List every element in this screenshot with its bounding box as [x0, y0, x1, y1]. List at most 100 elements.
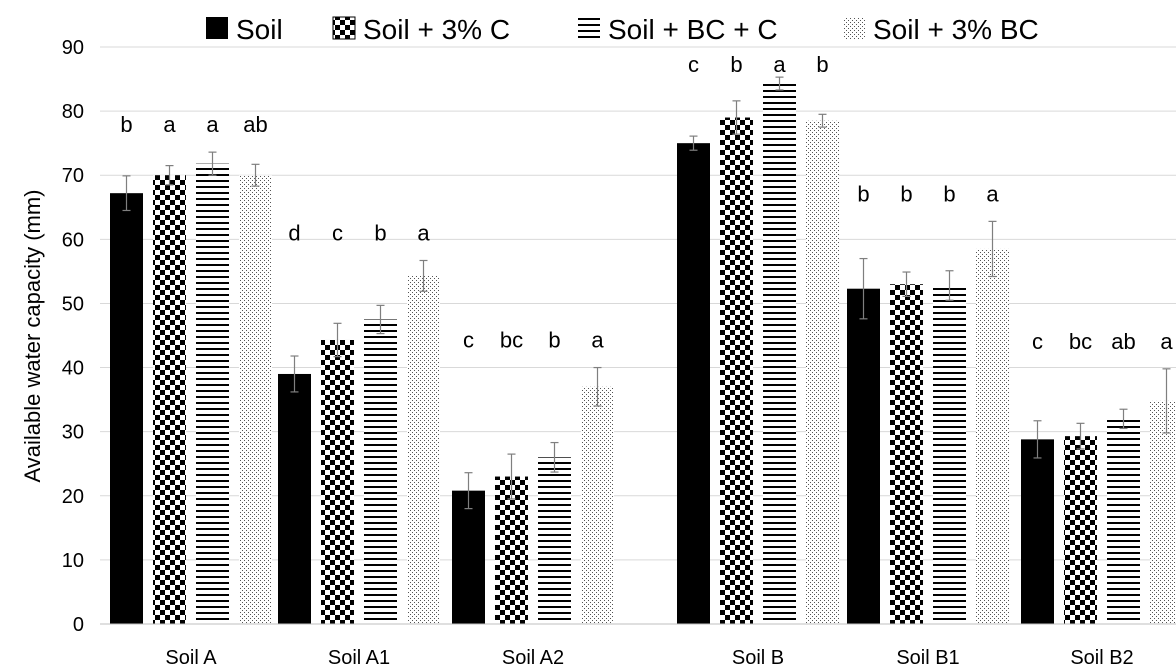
legend-item-soil: Soil	[206, 14, 283, 45]
x-axis-categories: Soil A Soil A1 Soil A2 Soil B Soil B1 Soil B2	[165, 647, 1133, 668]
error-bar	[251, 163, 260, 187]
bar-soil-b-series-2	[763, 83, 796, 624]
y-tick-label: 60	[62, 229, 84, 251]
bar-soil-a1-series-1	[321, 339, 354, 624]
legend-label-soil: Soil	[236, 14, 283, 45]
significance-letter: c	[463, 328, 474, 353]
bar-soil-a2-series-0	[452, 490, 485, 624]
significance-letter: bc	[1069, 329, 1092, 354]
error-bar	[208, 151, 217, 176]
y-tick-label: 90	[62, 37, 84, 59]
significance-letter: ab	[1111, 329, 1135, 354]
significance-letter: bc	[500, 328, 523, 353]
y-axis-title: Available water capacity (mm)	[20, 189, 45, 482]
significance-letters: b a a abd c b ac bc b ac b a bb b b ac bc ab a	[120, 52, 1173, 354]
legend-label-soil-3bc: Soil + 3% BC	[873, 14, 1039, 45]
error-bar	[419, 259, 428, 292]
bar-soil-a2-series-3	[581, 386, 614, 624]
y-tick-label: 50	[62, 293, 84, 315]
bar-soil-b2-series-0	[1021, 439, 1054, 624]
error-bar	[593, 366, 602, 407]
y-tick-label: 0	[73, 614, 84, 636]
bar-soil-b-series-0	[677, 143, 710, 624]
legend-label-soil-3c: Soil + 3% C	[363, 14, 510, 45]
error-bar	[290, 355, 299, 393]
bar-soil-b2-series-2	[1107, 418, 1140, 624]
error-bar	[1033, 420, 1042, 459]
significance-letter: b	[900, 181, 912, 206]
significance-letter: a	[163, 112, 176, 137]
y-axis-ticks: 0 10 20 30 40 50 60 70 80 90	[62, 37, 84, 636]
significance-letter: b	[730, 52, 742, 77]
bar-soil-b2-series-1	[1064, 436, 1097, 624]
significance-letter: a	[986, 181, 999, 206]
legend-item-soil-3bc: Soil + 3% BC	[843, 14, 1039, 45]
y-tick-label: 20	[62, 486, 84, 508]
x-category-label: Soil A1	[328, 647, 390, 668]
bar-soil-b2-series-3	[1150, 400, 1176, 624]
significance-letter: b	[816, 52, 828, 77]
x-category-label: Soil A2	[502, 647, 564, 668]
error-bars	[122, 76, 1171, 510]
error-bar	[376, 304, 385, 335]
bar-soil-b1-series-3	[976, 248, 1009, 624]
significance-letter: a	[417, 220, 430, 245]
bar-soil-a-series-2	[196, 163, 229, 624]
significance-letter: a	[591, 328, 604, 353]
significance-letter: b	[943, 181, 955, 206]
significance-letter: d	[288, 220, 300, 245]
bar-soil-b1-series-1	[890, 284, 923, 624]
error-bar	[732, 100, 741, 135]
y-tick-label: 10	[62, 550, 84, 572]
bar-soil-a-series-3	[239, 175, 272, 624]
error-bar	[464, 472, 473, 510]
significance-letter: a	[1160, 329, 1173, 354]
significance-letter: ab	[243, 112, 267, 137]
bar-soil-a-series-0	[110, 193, 143, 624]
error-bar	[1119, 408, 1128, 430]
legend-item-soil-3c: Soil + 3% C	[332, 14, 510, 45]
error-bar	[550, 441, 559, 473]
bar-soil-a2-series-2	[538, 457, 571, 624]
error-bar	[507, 453, 516, 500]
significance-letter: c	[688, 52, 699, 77]
x-category-label: Soil B1	[896, 647, 959, 668]
y-tick-label: 30	[62, 422, 84, 444]
legend-swatch-soil-bc-c	[578, 17, 600, 39]
error-bar	[689, 135, 698, 151]
error-bar	[945, 270, 954, 301]
significance-letter: b	[374, 220, 386, 245]
legend-swatch-soil	[206, 17, 228, 39]
y-tick-label: 40	[62, 358, 84, 380]
significance-letter: b	[857, 181, 869, 206]
significance-letter: c	[332, 220, 343, 245]
error-bar	[775, 76, 784, 91]
bar-soil-a2-series-1	[495, 476, 528, 624]
x-category-label: Soil B	[732, 647, 784, 668]
error-bar	[859, 257, 868, 320]
significance-letter: a	[773, 52, 786, 77]
y-tick-label: 70	[62, 165, 84, 187]
legend-item-soil-bc-c: Soil + BC + C	[578, 14, 778, 45]
bar-soil-a-series-1	[153, 175, 186, 624]
bars	[110, 83, 1176, 625]
significance-letter: b	[120, 112, 132, 137]
error-bar	[1162, 368, 1171, 434]
bar-soil-a1-series-2	[364, 319, 397, 624]
error-bar	[902, 271, 911, 297]
x-category-label: Soil B2	[1070, 647, 1133, 668]
significance-letter: b	[548, 328, 560, 353]
x-category-label: Soil A	[165, 647, 217, 668]
y-tick-label: 80	[62, 101, 84, 123]
significance-letter: c	[1032, 329, 1043, 354]
bar-soil-b1-series-0	[847, 288, 880, 624]
bar-soil-a1-series-0	[278, 373, 311, 624]
error-bar	[988, 220, 997, 278]
error-bar	[165, 165, 174, 186]
legend-swatch-soil-3bc	[843, 17, 865, 39]
bar-soil-b-series-3	[806, 120, 839, 624]
bar-soil-b-series-1	[720, 117, 753, 625]
bar-soil-a1-series-3	[407, 275, 440, 624]
bar-soil-b1-series-2	[933, 285, 966, 624]
